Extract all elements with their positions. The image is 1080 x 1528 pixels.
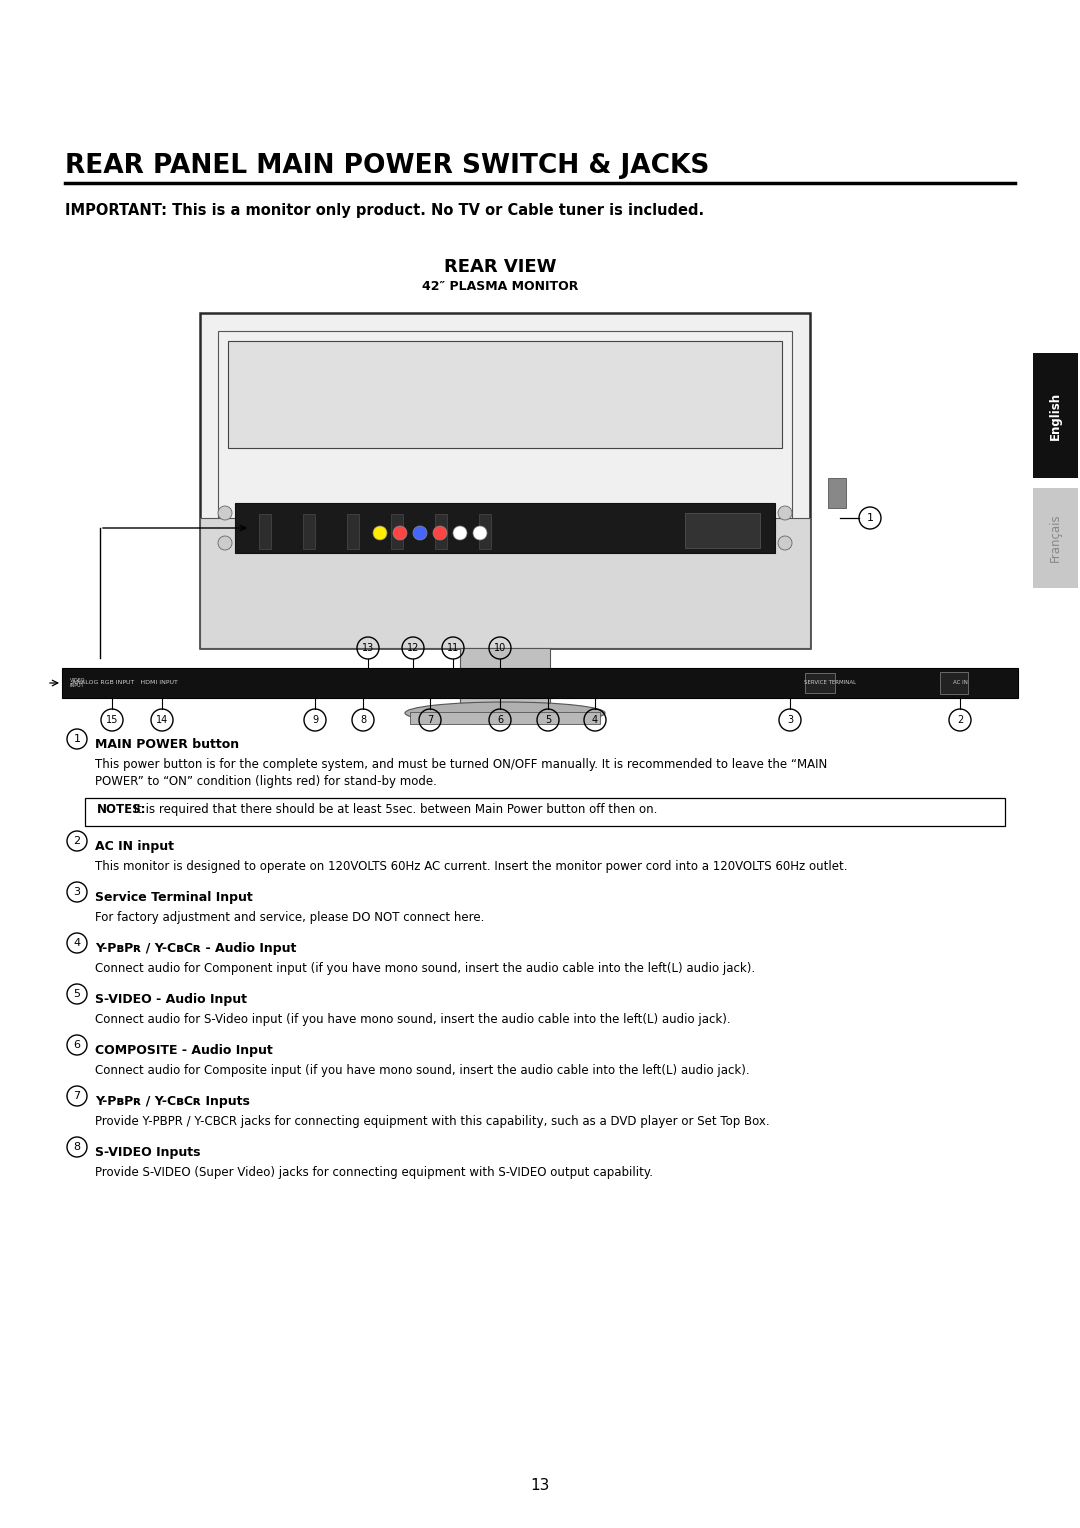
Circle shape — [453, 526, 467, 539]
Circle shape — [373, 526, 387, 539]
Text: 3: 3 — [73, 886, 81, 897]
Bar — [435, 513, 447, 549]
Text: SERVICE TERMINAL: SERVICE TERMINAL — [804, 680, 856, 686]
Text: 4: 4 — [592, 715, 598, 724]
Text: Y-PʙPʀ / Y-CʙCʀ Inputs: Y-PʙPʀ / Y-CʙCʀ Inputs — [95, 1096, 249, 1108]
Text: 42″ PLASMA MONITOR: 42″ PLASMA MONITOR — [422, 280, 578, 293]
Text: 12: 12 — [407, 643, 419, 652]
Text: POWER” to “ON” condition (lights red) for stand-by mode.: POWER” to “ON” condition (lights red) fo… — [95, 775, 437, 788]
Text: ANALOG RGB INPUT   HDMI INPUT: ANALOG RGB INPUT HDMI INPUT — [72, 680, 178, 686]
Text: 6: 6 — [73, 1041, 81, 1050]
Text: 7: 7 — [427, 715, 433, 724]
Text: Service Terminal Input: Service Terminal Input — [95, 891, 253, 905]
Text: S-VIDEO - Audio Input: S-VIDEO - Audio Input — [95, 993, 247, 1005]
Text: AC IN input: AC IN input — [95, 840, 174, 853]
Bar — [460, 648, 550, 703]
Text: 5: 5 — [73, 989, 81, 999]
Text: Connect audio for S-Video input (if you have mono sound, insert the audio cable : Connect audio for S-Video input (if you … — [95, 1013, 731, 1025]
Bar — [259, 513, 271, 549]
Text: 14: 14 — [156, 715, 168, 724]
Text: Provide Y-PBPR / Y-CBCR jacks for connecting equipment with this capability, suc: Provide Y-PBPR / Y-CBCR jacks for connec… — [95, 1115, 770, 1128]
Text: Connect audio for Component input (if you have mono sound, insert the audio cabl: Connect audio for Component input (if yo… — [95, 963, 755, 975]
Bar — [200, 313, 810, 648]
Bar — [235, 503, 775, 553]
Circle shape — [778, 506, 792, 520]
Text: 8: 8 — [360, 715, 366, 724]
Bar — [62, 668, 1018, 698]
Text: 6: 6 — [497, 715, 503, 724]
Bar — [200, 518, 810, 648]
Text: REAR VIEW: REAR VIEW — [444, 258, 556, 277]
Text: Connect audio for Composite input (if you have mono sound, insert the audio cabl: Connect audio for Composite input (if yo… — [95, 1063, 750, 1077]
Bar — [828, 478, 846, 507]
Bar — [805, 672, 835, 694]
Text: 4: 4 — [73, 938, 81, 947]
Text: 11: 11 — [447, 643, 459, 652]
Circle shape — [433, 526, 447, 539]
Bar — [218, 332, 792, 630]
Circle shape — [393, 526, 407, 539]
Bar — [1032, 487, 1078, 588]
Text: This monitor is designed to operate on 120VOLTS 60Hz AC current. Insert the moni: This monitor is designed to operate on 1… — [95, 860, 848, 872]
Text: 2: 2 — [957, 715, 963, 724]
Text: 1: 1 — [866, 513, 874, 523]
Bar — [85, 798, 1005, 827]
Text: Provide S-VIDEO (Super Video) jacks for connecting equipment with S-VIDEO output: Provide S-VIDEO (Super Video) jacks for … — [95, 1166, 653, 1180]
Text: 3: 3 — [787, 715, 793, 724]
Text: AC IN: AC IN — [953, 680, 968, 686]
Circle shape — [473, 526, 487, 539]
Text: 10: 10 — [494, 643, 507, 652]
Circle shape — [778, 536, 792, 550]
Text: For factory adjustment and service, please DO NOT connect here.: For factory adjustment and service, plea… — [95, 911, 484, 924]
Text: Français: Français — [1049, 513, 1062, 562]
Text: This power button is for the complete system, and must be turned ON/OFF manually: This power button is for the complete sy… — [95, 758, 827, 772]
Bar — [685, 513, 760, 549]
Bar — [1032, 353, 1078, 478]
Bar — [940, 672, 968, 694]
Circle shape — [218, 506, 232, 520]
Text: 1: 1 — [73, 733, 81, 744]
Bar — [228, 341, 782, 448]
Text: COMPOSITE - Audio Input: COMPOSITE - Audio Input — [95, 1044, 273, 1057]
Text: 9: 9 — [312, 715, 319, 724]
Text: 2: 2 — [73, 836, 81, 847]
Text: It is required that there should be at least 5sec. between Main Power button off: It is required that there should be at l… — [130, 804, 658, 816]
Bar — [410, 712, 600, 724]
Text: IMPORTANT: This is a monitor only product. No TV or Cable tuner is included.: IMPORTANT: This is a monitor only produc… — [65, 203, 704, 219]
Text: MAIN POWER button: MAIN POWER button — [95, 738, 239, 750]
Bar — [347, 513, 359, 549]
Text: 13: 13 — [530, 1479, 550, 1493]
Bar — [303, 513, 315, 549]
Text: 7: 7 — [73, 1091, 81, 1102]
Text: 15: 15 — [106, 715, 118, 724]
Text: S-VIDEO Inputs: S-VIDEO Inputs — [95, 1146, 201, 1160]
Circle shape — [413, 526, 427, 539]
Text: 5: 5 — [545, 715, 551, 724]
Bar — [391, 513, 403, 549]
Text: REAR PANEL MAIN POWER SWITCH & JACKS: REAR PANEL MAIN POWER SWITCH & JACKS — [65, 153, 710, 179]
Text: Y-PʙPʀ / Y-CʙCʀ - Audio Input: Y-PʙPʀ / Y-CʙCʀ - Audio Input — [95, 941, 296, 955]
Ellipse shape — [405, 701, 605, 724]
Text: 8: 8 — [73, 1141, 81, 1152]
Text: 13: 13 — [362, 643, 374, 652]
Text: NOTES:: NOTES: — [97, 804, 147, 816]
Text: VIDEO
INPUT: VIDEO INPUT — [70, 677, 85, 689]
Circle shape — [218, 536, 232, 550]
Bar — [480, 513, 491, 549]
Text: English: English — [1049, 391, 1062, 440]
